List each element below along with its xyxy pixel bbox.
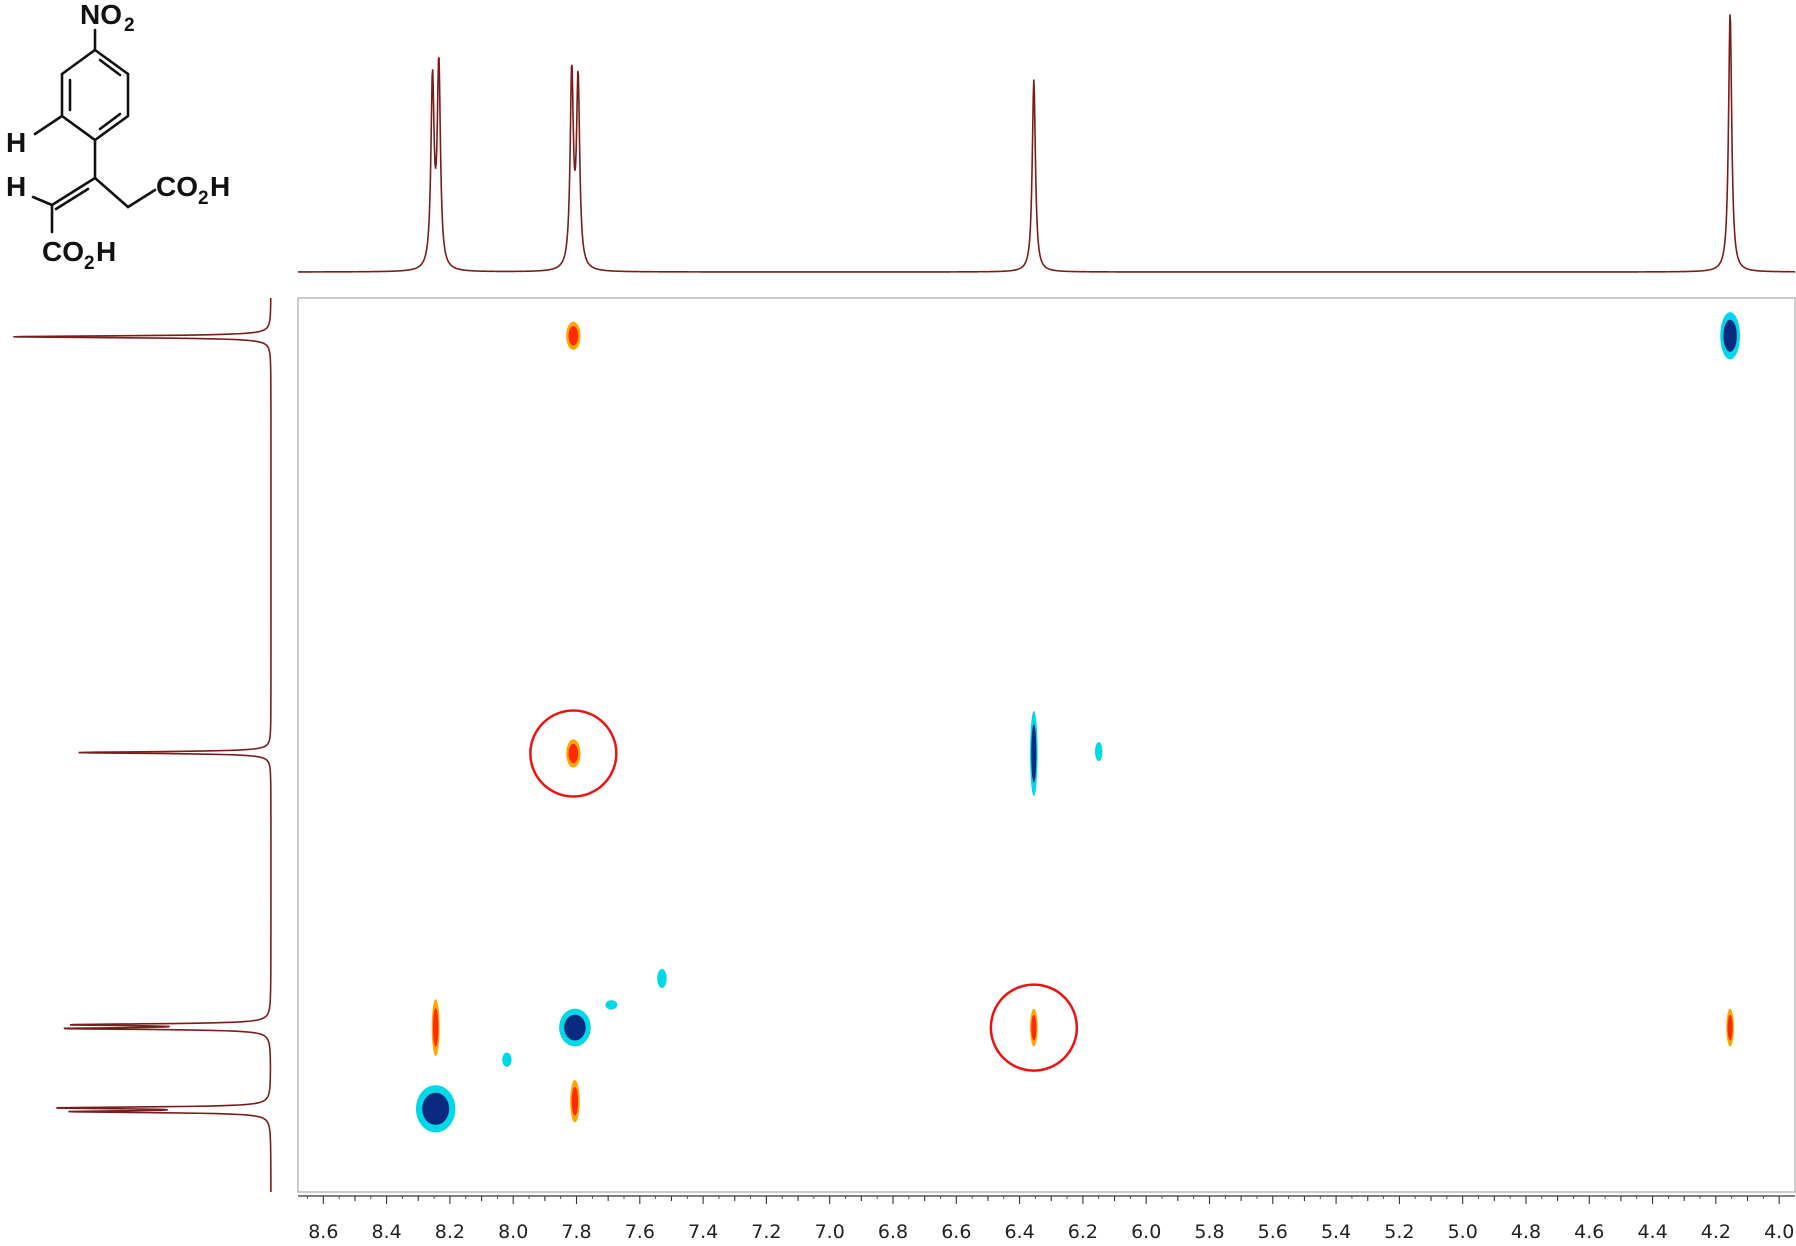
vinyl-double-bond-a: [50, 176, 97, 207]
cross-peak-core: [1723, 319, 1737, 352]
ch2-bond: [93, 176, 130, 209]
cross-peak-1: [1720, 312, 1741, 360]
benzene-ring: [60, 48, 130, 142]
x-tick-label: 7.2: [751, 1221, 781, 1243]
vinyl-double-bond-b: [54, 187, 90, 211]
x-tick-label: 6.0: [1131, 1221, 1161, 1243]
cross-peak-outer: [605, 1000, 618, 1010]
cross-peak-5: [431, 999, 440, 1056]
cross-peak-8: [559, 1008, 591, 1047]
ring-double-bond-2: [98, 112, 122, 131]
x-tick-label: 4.2: [1701, 1221, 1731, 1243]
x-tick-label: 5.4: [1321, 1221, 1351, 1243]
acid-right-h-label: H: [210, 171, 230, 202]
cross-peak-12: [1030, 1008, 1038, 1047]
x-tick-label: 7.8: [561, 1221, 591, 1243]
cross-peak-6: [415, 1085, 456, 1133]
x-tick-label: 4.4: [1637, 1221, 1667, 1243]
x-tick-label: 7.4: [688, 1221, 718, 1243]
ring-h-bond: [33, 114, 64, 136]
x-tick-label: 7.6: [625, 1221, 655, 1243]
cross-peak-core: [571, 1086, 579, 1116]
x-tick-label: 4.8: [1511, 1221, 1541, 1243]
top-1d-projection: [298, 14, 1795, 273]
x-tick-label: 5.8: [1194, 1221, 1224, 1243]
left-1d-projection: [13, 298, 272, 1192]
cross-peak-outer: [1094, 742, 1103, 762]
cross-peak-core: [564, 1014, 586, 1041]
x-tick-label: 5.0: [1448, 1221, 1478, 1243]
x-tick-label: 7.0: [815, 1221, 845, 1243]
x-tick-label: 6.2: [1068, 1221, 1098, 1243]
chemical-structure: [31, 28, 157, 234]
highlight-circles: [529, 709, 1079, 1072]
cross-peak-core: [1031, 724, 1037, 783]
vinyl-h-label: H: [6, 171, 26, 202]
x-tick-label: 4.6: [1574, 1221, 1604, 1243]
cross-peak-core: [1031, 1014, 1037, 1041]
cross-peak-outer: [502, 1052, 512, 1067]
spectrum-frame: [297, 297, 1796, 1193]
structure-labels: NO 2 H H CO 2 H CO 2 H: [6, 0, 230, 274]
cross-peak-core: [1727, 1014, 1733, 1041]
cross-peak-core: [568, 326, 579, 346]
acid-bottom-label: CO: [42, 236, 84, 267]
highlight-circle: [989, 983, 1079, 1072]
acid-bottom-h-label: H: [96, 236, 116, 267]
x-tick-label: 4.0: [1764, 1221, 1794, 1243]
x-tick-label: 6.6: [941, 1221, 971, 1243]
cross-peak-outer: [657, 968, 667, 988]
acid-right-subscript: 2: [198, 188, 209, 209]
cross-peaks: [415, 312, 1741, 1133]
x-tick-label: 8.4: [372, 1221, 402, 1243]
x-tick-label: 5.6: [1258, 1221, 1288, 1243]
cross-peak-10: [605, 1000, 618, 1010]
x-tick-label: 8.6: [308, 1221, 338, 1243]
acid-right-bond: [126, 188, 157, 209]
cross-peak-11: [657, 968, 667, 988]
cross-peak-7: [502, 1052, 512, 1067]
cross-peak-core: [432, 1008, 439, 1047]
vinyl-h-bond: [31, 195, 54, 207]
x-axis: 8.6 8.4 8.2 8.0 7.8 7.6 7.4 7.2 7.0 6.8 6.6 6.4 6.2 6…: [298, 1195, 1795, 1243]
nitro-subscript: 2: [124, 15, 135, 36]
x-tick-label: 6.8: [878, 1221, 908, 1243]
ring-double-bond-1: [98, 58, 122, 77]
cross-peak-core: [568, 743, 579, 764]
cross-peak-13: [1726, 1008, 1734, 1047]
x-tick-label: 5.2: [1384, 1221, 1414, 1243]
cross-peak-9: [570, 1080, 580, 1123]
x-tick-label: 8.0: [498, 1221, 528, 1243]
cross-peak-3: [1030, 710, 1038, 797]
cross-peak-4: [1094, 742, 1103, 762]
highlight-circle: [529, 709, 618, 798]
acid-bottom-subscript: 2: [84, 253, 95, 274]
acid-right-label: CO: [156, 171, 198, 202]
cross-peak-0: [566, 321, 581, 350]
nitro-label: NO: [80, 0, 122, 30]
cross-peak-core: [422, 1092, 450, 1125]
ring-h-label: H: [6, 127, 26, 158]
x-tick-label: 8.2: [435, 1221, 465, 1243]
cross-peak-2: [566, 739, 581, 768]
x-tick-label: 6.4: [1004, 1221, 1034, 1243]
